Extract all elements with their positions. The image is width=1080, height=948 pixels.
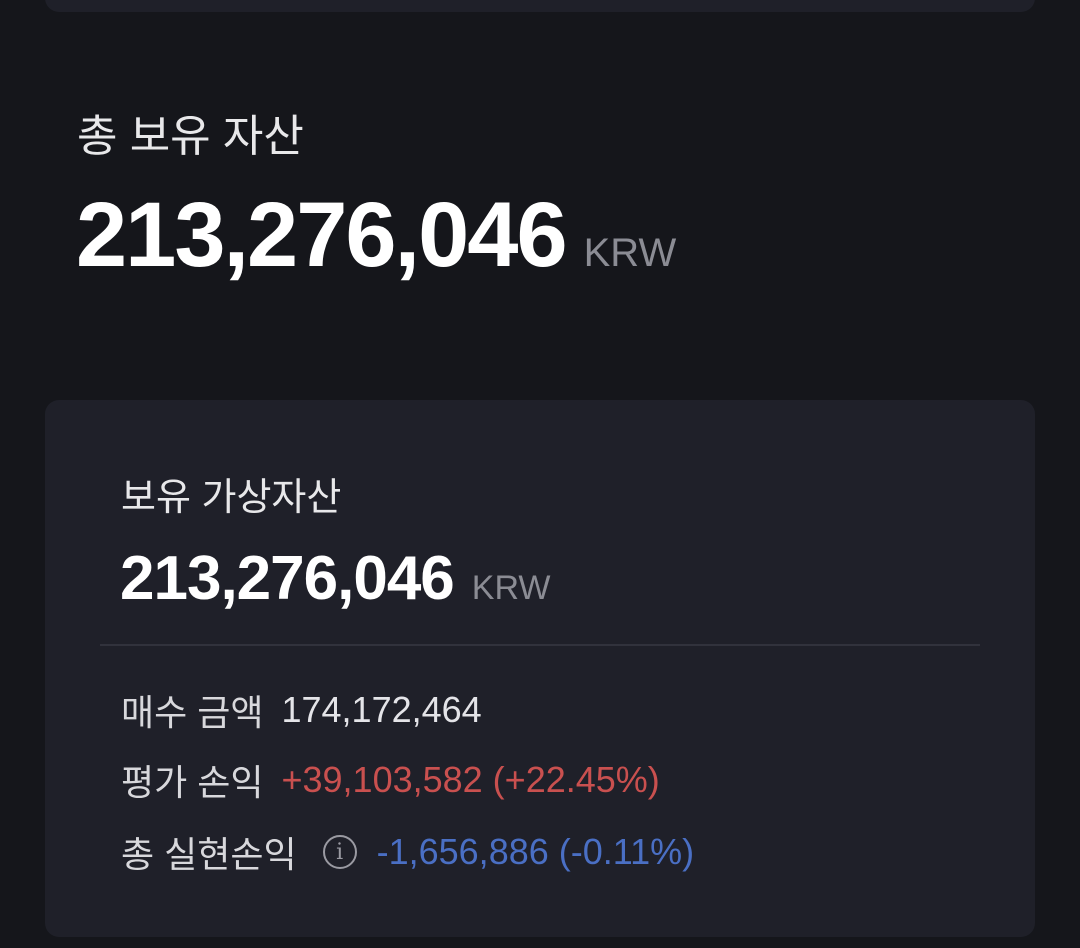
unrealized-pnl-row: 평가 손익 +39,103,582 (+22.45%) xyxy=(121,754,660,806)
realized-pnl-row: 총 실현손익 i -1,656,886 (-0.11%) xyxy=(121,826,694,878)
unrealized-pnl-label: 평가 손익 xyxy=(121,762,264,803)
total-assets-label: 총 보유 자산 xyxy=(77,112,304,161)
holdings-total: 213,276,046 KRW xyxy=(120,543,551,614)
total-assets-value: 213,276,046 xyxy=(76,184,568,286)
info-icon[interactable]: i xyxy=(322,835,357,869)
total-assets-unit: KRW xyxy=(583,231,677,275)
divider xyxy=(100,644,980,646)
holdings-unit: KRW xyxy=(471,569,551,607)
purchase-amount-value: 174,172,464 xyxy=(281,689,482,730)
holdings-value: 213,276,046 xyxy=(120,544,455,613)
purchase-amount-row: 매수 금액 174,172,464 xyxy=(121,684,482,736)
purchase-amount-label: 매수 금액 xyxy=(121,692,264,733)
realized-pnl-label: 총 실현손익 xyxy=(121,834,297,875)
previous-card xyxy=(45,0,1035,12)
realized-pnl-value: -1,656,886 (-0.11%) xyxy=(376,831,695,872)
unrealized-pnl-value: +39,103,582 (+22.45%) xyxy=(281,759,660,800)
holdings-card: 보유 가상자산 213,276,046 KRW 매수 금액 174,172,46… xyxy=(45,400,1035,937)
holdings-title: 보유 가상자산 xyxy=(121,477,342,519)
total-assets: 213,276,046 KRW xyxy=(76,183,676,288)
